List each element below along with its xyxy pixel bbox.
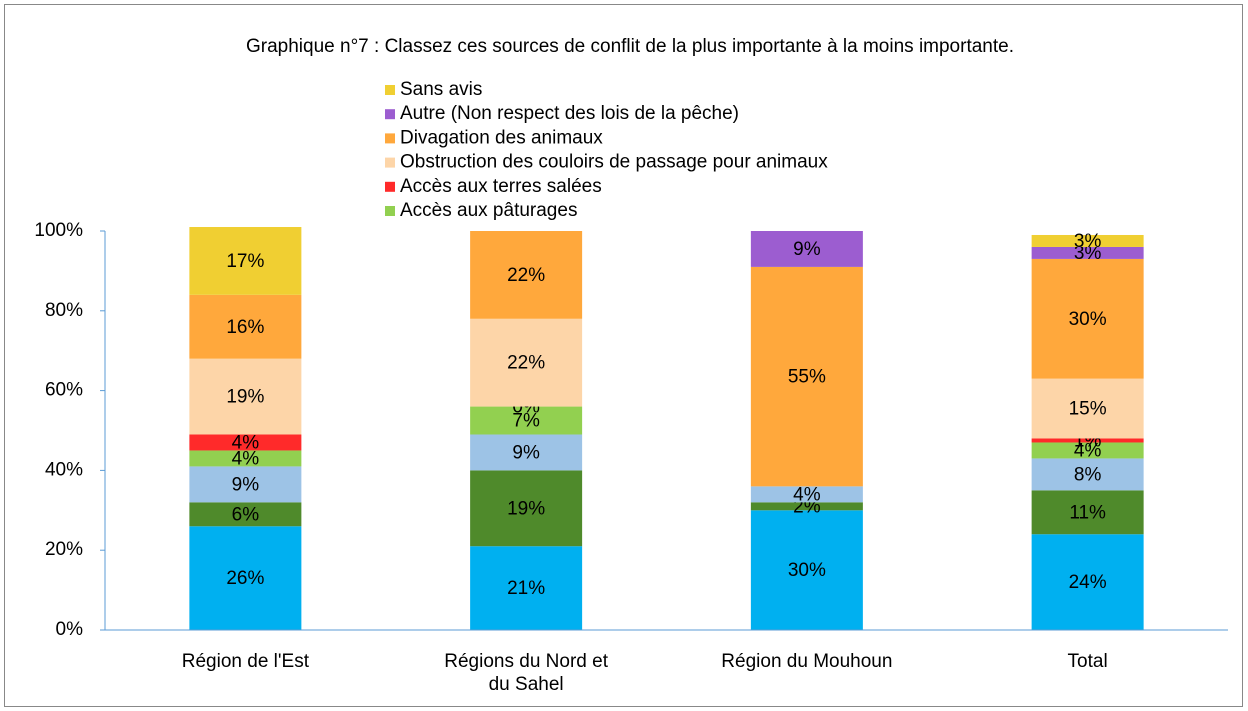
legend-label: Accès aux terres salées [400, 176, 602, 197]
legend-label: Autre (Non respect des lois de la pêche) [400, 103, 739, 124]
value-label: 21% [507, 578, 545, 599]
bar-segment [189, 466, 302, 503]
legend-label: Sans avis [400, 79, 482, 100]
y-tick-label: 20% [45, 539, 83, 560]
bar-segment [1031, 490, 1144, 535]
value-label: 4% [232, 432, 260, 453]
value-label: 6% [232, 504, 260, 525]
bar-segment [189, 526, 302, 630]
bar-segment [750, 486, 863, 503]
x-tick-label: Région de l'Est [181, 651, 309, 672]
bar-segment [470, 546, 583, 630]
bar-segment [470, 406, 583, 435]
value-label: 16% [226, 317, 264, 338]
bar-segment [470, 231, 583, 319]
value-label: 9% [512, 442, 540, 463]
bar-segment [750, 502, 863, 511]
value-label: 9% [793, 239, 821, 260]
bar-segment [750, 266, 863, 487]
x-tick-label: Région du Mouhoun [721, 651, 893, 672]
bar-segment [1031, 438, 1144, 443]
bar-segment [189, 294, 302, 359]
value-label: 15% [1069, 399, 1107, 420]
legend-swatch [385, 85, 395, 95]
bar-segment [189, 227, 302, 295]
legend-swatch [385, 206, 395, 216]
value-label: 30% [1069, 309, 1107, 330]
bar-segment [1031, 442, 1144, 459]
value-label: 7% [512, 411, 540, 432]
bar-segment [1031, 534, 1144, 630]
value-label: 4% [1074, 440, 1102, 461]
legend-swatch [385, 109, 395, 120]
y-tick-label: 0% [56, 619, 84, 640]
value-label: 3% [1074, 231, 1102, 252]
bar-segment [1031, 234, 1144, 247]
legend-swatch [385, 157, 395, 168]
x-tick-label: Régions du Nord et du Sahel [444, 651, 608, 695]
value-label: 55% [788, 367, 826, 388]
bar-segment [470, 470, 583, 547]
value-label: 26% [226, 568, 264, 589]
bar-segment [189, 358, 302, 435]
bar-segment [470, 318, 583, 407]
value-label: 4% [793, 484, 821, 505]
value-label: 4% [232, 448, 260, 469]
value-label: 30% [788, 560, 826, 581]
value-label: 19% [507, 498, 545, 519]
value-label: 8% [1074, 464, 1102, 485]
bar-segment [1031, 378, 1144, 439]
value-label: 9% [232, 474, 260, 495]
bar-segment [1031, 258, 1144, 379]
legend-label: Divagation des animaux [400, 127, 603, 148]
legend-label: Obstruction des couloirs de passage pour… [400, 152, 828, 173]
value-label: 17% [226, 251, 264, 272]
bar-segment [470, 434, 583, 471]
legend-swatch [385, 181, 395, 192]
value-label: 11% [1069, 502, 1106, 523]
y-tick-label: 60% [45, 380, 83, 401]
y-tick-label: 40% [45, 459, 83, 480]
value-label: 24% [1069, 572, 1107, 593]
bar-segment [189, 450, 302, 467]
value-label: 3% [1074, 243, 1102, 264]
bar-segment [189, 434, 302, 451]
bar-segment [1031, 246, 1144, 259]
chart-title: Graphique n°7 : Classez ces sources de c… [246, 36, 1014, 57]
bar-segment [1031, 458, 1144, 491]
bar-segment [750, 510, 863, 630]
value-label: 22% [507, 265, 545, 286]
y-tick-label: 80% [45, 300, 83, 321]
legend-swatch [385, 133, 395, 144]
legend-label: Accès aux pâturages [400, 200, 577, 221]
bar-segment [750, 231, 863, 267]
y-tick-label: 100% [34, 220, 83, 241]
x-tick-label: Total [1067, 651, 1108, 672]
value-label: 22% [507, 353, 545, 374]
value-label: 19% [226, 387, 264, 408]
bar-segment [189, 502, 302, 527]
